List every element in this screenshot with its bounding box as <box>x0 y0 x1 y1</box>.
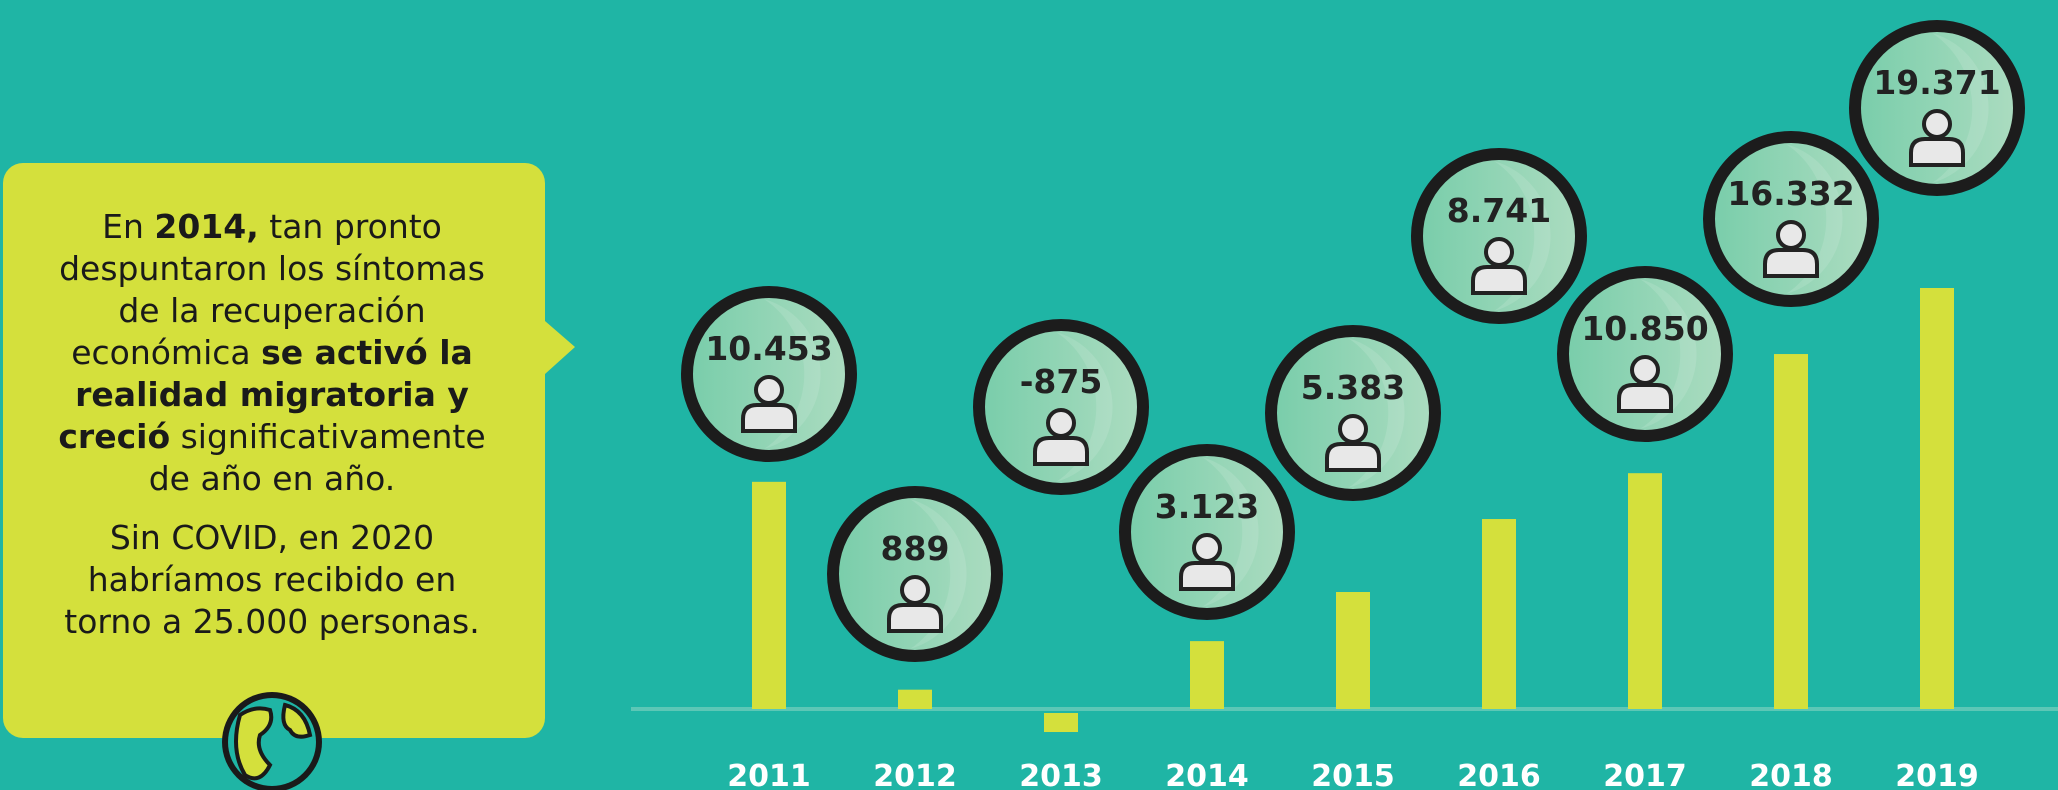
value-bubble: 889 <box>833 492 997 656</box>
person-body <box>1619 385 1671 411</box>
value-bubble: 19.371 <box>1855 26 2019 190</box>
bar <box>1482 519 1516 709</box>
annotation-text: Sin COVID, en 2020 <box>110 518 434 557</box>
infographic: En 2014, tan prontodespuntaron los sínto… <box>0 0 2058 790</box>
value-label: 889 <box>881 529 950 568</box>
value-label: 8.741 <box>1447 191 1551 230</box>
bar <box>1628 473 1662 709</box>
person-body <box>1473 267 1525 293</box>
value-label: 10.850 <box>1581 309 1708 348</box>
annotation-line: de año en año. <box>149 459 396 498</box>
person-body <box>1765 250 1817 276</box>
person-head <box>756 377 782 403</box>
annotation-text: se activó la <box>261 333 473 372</box>
person-head <box>1194 535 1220 561</box>
x-tick-label: 2013 <box>1019 759 1103 790</box>
person-head <box>1340 416 1366 442</box>
bar <box>1774 354 1808 709</box>
x-tick-label: 2011 <box>727 759 811 790</box>
person-head <box>1924 111 1950 137</box>
value-label: 16.332 <box>1727 174 1854 213</box>
annotation-line: realidad migratoria y <box>75 375 469 414</box>
value-label: 5.383 <box>1301 368 1405 407</box>
annotation-line: Sin COVID, en 2020 <box>110 518 434 557</box>
x-tick-label: 2014 <box>1165 759 1249 790</box>
value-label: 3.123 <box>1155 487 1259 526</box>
annotation-text: En <box>102 207 154 246</box>
person-body <box>1181 563 1233 589</box>
value-bubble: 3.123 <box>1125 450 1289 614</box>
value-bubble: 16.332 <box>1709 137 1873 301</box>
annotation-text: habríamos recibido en <box>88 560 456 599</box>
value-label: -875 <box>1020 362 1103 401</box>
annotation-text: creció <box>58 417 170 456</box>
person-body <box>1327 444 1379 470</box>
x-tick-label: 2018 <box>1749 759 1833 790</box>
x-tick-label: 2016 <box>1457 759 1541 790</box>
person-body <box>1911 139 1963 165</box>
annotation-line: despuntaron los síntomas <box>59 249 485 288</box>
page: En 2014, tan prontodespuntaron los sínto… <box>0 0 2058 790</box>
globe-icon <box>222 692 322 790</box>
annotation-text: realidad migratoria y <box>75 375 469 414</box>
annotation-text: despuntaron los síntomas <box>59 249 485 288</box>
annotation-line: económica se activó la <box>71 333 473 372</box>
x-tick-label: 2017 <box>1603 759 1687 790</box>
x-tick-label: 2015 <box>1311 759 1395 790</box>
annotation-line: habríamos recibido en <box>88 560 456 599</box>
annotation-line: torno a 25.000 personas. <box>64 602 479 641</box>
value-bubble: 5.383 <box>1271 331 1435 495</box>
person-body <box>743 405 795 431</box>
annotation-pointer <box>545 321 575 374</box>
bar <box>1336 592 1370 709</box>
value-label: 10.453 <box>705 329 832 368</box>
bar <box>898 690 932 709</box>
person-head <box>1048 410 1074 436</box>
annotation-text: 2014, <box>154 207 258 246</box>
value-bubble: 8.741 <box>1417 154 1581 318</box>
annotation-text: tan pronto <box>259 207 442 246</box>
annotation-line: creció significativamente <box>58 417 485 456</box>
x-tick-label: 2019 <box>1895 759 1979 790</box>
person-head <box>1486 239 1512 265</box>
person-head <box>1778 222 1804 248</box>
person-head <box>902 577 928 603</box>
bar <box>752 482 786 709</box>
annotation-line: En 2014, tan pronto <box>102 207 442 246</box>
annotation-line: de la recuperación <box>118 291 425 330</box>
person-head <box>1632 357 1658 383</box>
value-label: 19.371 <box>1873 63 2000 102</box>
annotation-text: torno a 25.000 personas. <box>64 602 479 641</box>
annotation-text: de año en año. <box>149 459 396 498</box>
person-body <box>889 605 941 631</box>
value-bubble: 10.850 <box>1563 272 1727 436</box>
bar <box>1044 713 1078 732</box>
bar <box>1920 288 1954 709</box>
annotation-text: económica <box>71 333 261 372</box>
value-bubble: -875 <box>979 325 1143 489</box>
annotation-text: significativamente <box>170 417 486 456</box>
annotation-text: de la recuperación <box>118 291 425 330</box>
value-bubble: 10.453 <box>687 292 851 456</box>
bar <box>1190 641 1224 709</box>
x-tick-label: 2012 <box>873 759 957 790</box>
person-body <box>1035 438 1087 464</box>
